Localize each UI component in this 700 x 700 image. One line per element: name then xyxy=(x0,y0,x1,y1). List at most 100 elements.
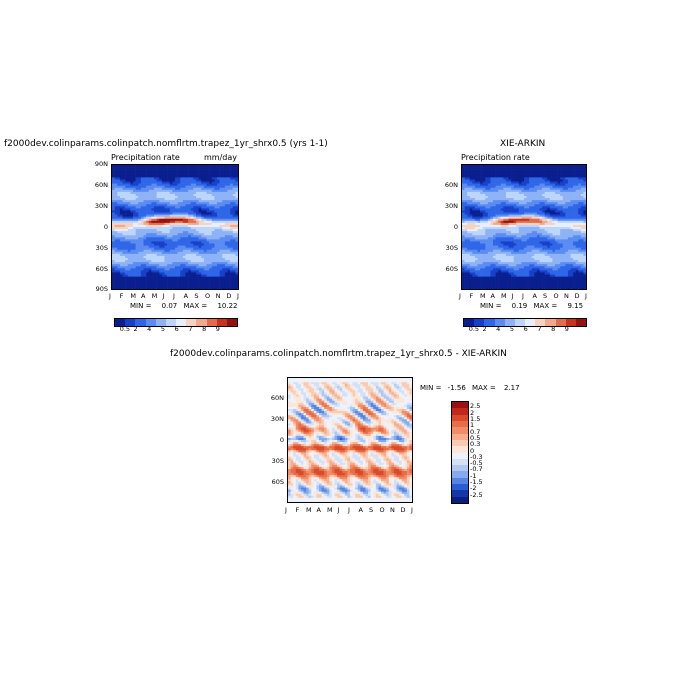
heatmap-cell xyxy=(140,167,144,170)
heatmap-cell xyxy=(227,218,231,222)
heatmap-cell xyxy=(161,179,165,182)
heatmap-cell xyxy=(474,185,478,189)
heatmap-cell xyxy=(112,262,115,265)
heatmap-cell xyxy=(206,198,210,201)
heatmap-cell xyxy=(159,169,163,172)
heatmap-cell xyxy=(185,183,189,186)
heatmap-cell xyxy=(219,187,223,191)
heatmap-cell xyxy=(526,245,530,248)
heatmap-cell xyxy=(188,183,192,186)
heatmap-cell xyxy=(161,171,165,174)
heatmap-cell xyxy=(143,208,147,211)
heatmap-cell xyxy=(583,241,586,244)
heatmap-cell xyxy=(539,187,543,191)
heatmap-cell xyxy=(185,171,189,174)
heatmap-cell xyxy=(555,169,558,172)
heatmap-cell xyxy=(112,169,115,172)
heatmap-cell xyxy=(511,208,514,211)
heatmap-cell xyxy=(169,239,173,242)
heatmap-cell xyxy=(472,181,476,184)
heatmap-cell xyxy=(211,212,215,215)
heatmap-cell xyxy=(472,239,476,242)
heatmap-cell xyxy=(151,206,155,209)
colorbar-label: 9 xyxy=(215,325,220,333)
heatmap-cell xyxy=(180,224,184,228)
heatmap-cell xyxy=(185,202,189,205)
heatmap-cell xyxy=(534,175,538,178)
heatmap-cell xyxy=(518,185,522,189)
heatmap-cell xyxy=(557,216,561,220)
heatmap-cell xyxy=(227,202,231,205)
heatmap-cell xyxy=(230,227,234,230)
heatmap-cell xyxy=(235,173,238,176)
heatmap-cell xyxy=(114,276,118,279)
heatmap-cell xyxy=(534,227,538,230)
heatmap-cell xyxy=(198,173,202,176)
heatmap-cell xyxy=(557,169,561,172)
heatmap-cell xyxy=(214,243,218,246)
heatmap-cell xyxy=(203,253,207,257)
heatmap-cell xyxy=(513,196,517,199)
heatmap-cell xyxy=(487,220,491,224)
heatmap-cell xyxy=(477,200,481,203)
heatmap-cell xyxy=(518,173,522,176)
heatmap-cell xyxy=(135,175,139,178)
heatmap-cell xyxy=(232,237,236,240)
heatmap-cell xyxy=(156,249,160,253)
heatmap-cell xyxy=(560,183,564,186)
heatmap-cell xyxy=(544,247,548,251)
heatmap-cell xyxy=(211,233,215,236)
heatmap-cell xyxy=(133,282,136,286)
heatmap-cell xyxy=(180,212,184,215)
heatmap-cell xyxy=(477,231,481,234)
heatmap-cell xyxy=(555,191,558,195)
heatmap-cell xyxy=(190,169,194,172)
heatmap-cell xyxy=(518,206,522,209)
heatmap-cell xyxy=(562,204,566,207)
heatmap-cell xyxy=(193,183,197,186)
heatmap-cell xyxy=(219,282,223,286)
heatmap-cell xyxy=(127,276,131,279)
heatmap-cell xyxy=(570,247,574,251)
heatmap-cell xyxy=(487,245,491,248)
heatmap-cell xyxy=(209,255,213,259)
heatmap-cell xyxy=(214,284,218,288)
heatmap-cell xyxy=(217,167,220,170)
heatmap-cell xyxy=(508,167,512,170)
heatmap-cell xyxy=(164,284,168,288)
heatmap-cell xyxy=(119,204,123,207)
heatmap-cell xyxy=(117,241,121,244)
heatmap-cell xyxy=(209,210,213,213)
heatmap-cell xyxy=(539,212,543,215)
heatmap-cell xyxy=(159,237,163,240)
heatmap-cell xyxy=(164,185,168,189)
heatmap-cell xyxy=(513,198,517,201)
heatmap-cell xyxy=(175,233,178,236)
heatmap-cell xyxy=(172,191,176,195)
heatmap-cell xyxy=(472,208,476,211)
heatmap-cell xyxy=(164,220,168,224)
heatmap-cell xyxy=(511,241,514,244)
heatmap-cell xyxy=(516,183,520,186)
heatmap-cell xyxy=(516,208,520,211)
heatmap-cell xyxy=(227,214,231,217)
heatmap-cell xyxy=(222,268,226,271)
heatmap-cell xyxy=(203,173,207,176)
heatmap-cell xyxy=(188,179,192,182)
heatmap-cell xyxy=(516,167,520,170)
heatmap-cell xyxy=(114,218,118,222)
heatmap-cell xyxy=(133,214,136,217)
heatmap-cell xyxy=(209,183,213,186)
heatmap-cell xyxy=(148,239,152,242)
heatmap-cell xyxy=(524,229,527,232)
heatmap-cell xyxy=(130,198,134,201)
heatmap-cell xyxy=(235,216,238,220)
heatmap-cell xyxy=(467,239,471,242)
heatmap-cell xyxy=(201,235,205,238)
heatmap-cell xyxy=(232,264,236,267)
heatmap-cell xyxy=(467,216,471,220)
heatmap-cell xyxy=(114,187,118,191)
heatmap-cell xyxy=(198,245,202,248)
heatmap-cell xyxy=(500,181,504,184)
heatmap-cell xyxy=(175,220,178,224)
